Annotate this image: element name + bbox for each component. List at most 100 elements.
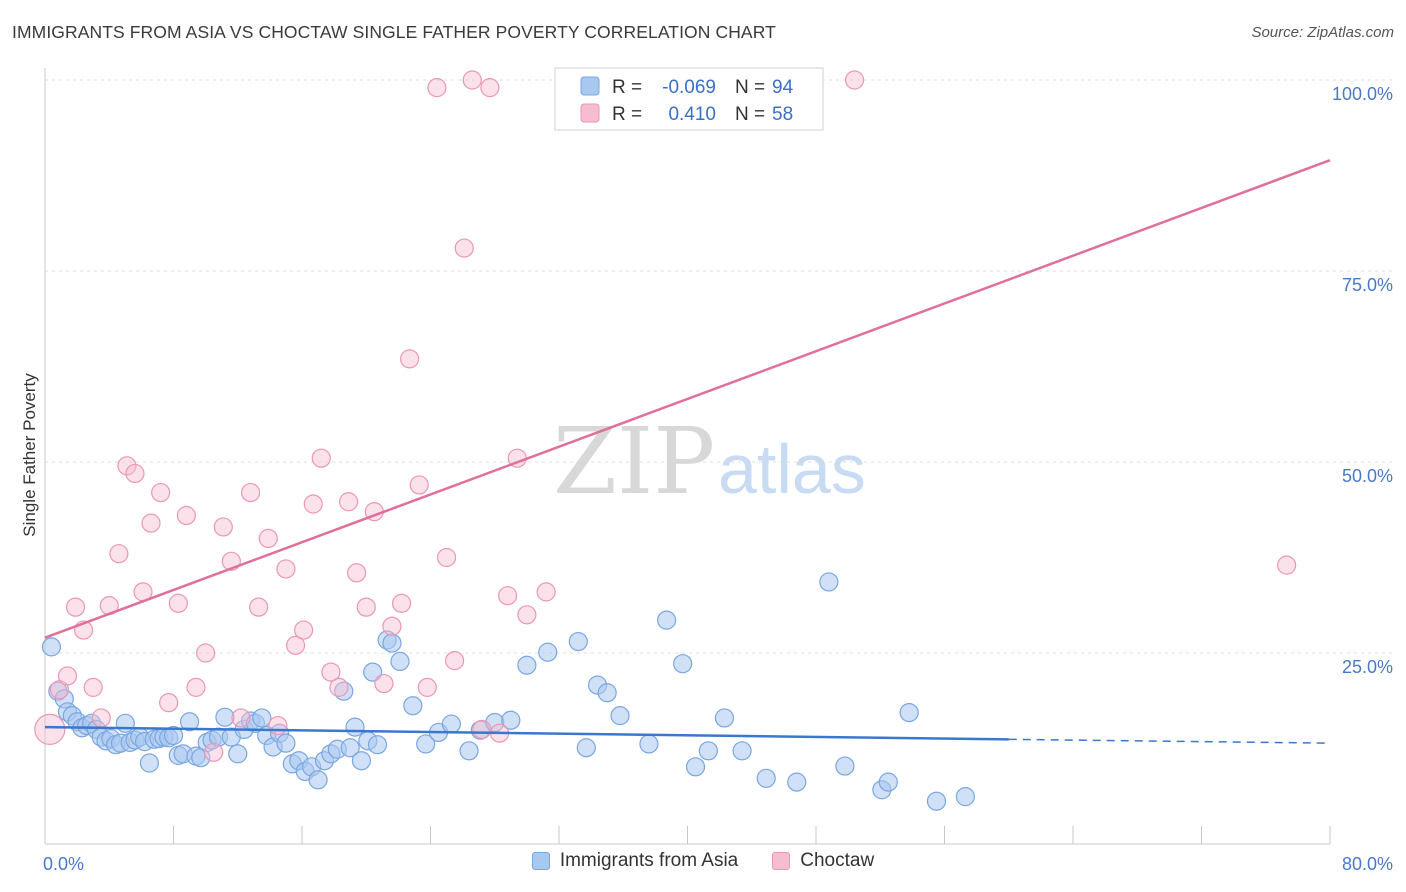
point-choctaw-52 xyxy=(498,586,518,606)
point-immigrants-55 xyxy=(345,717,365,737)
point-choctaw-36 xyxy=(356,597,376,617)
point-immigrants-15 xyxy=(115,713,135,733)
point-choctaw-45 xyxy=(436,547,457,568)
point-immigrants-49 xyxy=(308,770,328,790)
point-immigrants-79 xyxy=(657,610,677,630)
point-choctaw-30 xyxy=(303,494,323,514)
point-immigrants-77 xyxy=(610,706,630,726)
point-immigrants-59 xyxy=(367,735,388,755)
watermark: ZIP atlas xyxy=(553,408,866,515)
x-tick-label-0: 0.0% xyxy=(43,854,84,874)
point-choctaw-40 xyxy=(391,593,412,613)
point-choctaw-8 xyxy=(109,544,129,564)
y-tick-label-0: 25.0% xyxy=(1342,657,1393,677)
point-choctaw-57 xyxy=(1277,555,1297,575)
legend-swatch-pink xyxy=(580,103,600,123)
point-choctaw-6 xyxy=(91,708,111,728)
point-choctaw-43 xyxy=(417,677,437,697)
point-choctaw-48 xyxy=(462,70,482,90)
watermark-zip: ZIP xyxy=(553,408,715,515)
point-immigrants-58 xyxy=(363,662,383,682)
tick-labels: 25.0% 50.0% 75.0% 100.0% 0.0% 80.0% xyxy=(43,84,1393,874)
point-immigrants-81 xyxy=(685,757,706,777)
point-choctaw-35 xyxy=(347,563,367,583)
point-choctaw-33 xyxy=(329,677,349,697)
series-legend: Immigrants from Asia Choctaw xyxy=(0,850,1406,872)
point-immigrants-0 xyxy=(41,637,62,657)
legend-r-label-2: R = xyxy=(612,104,642,125)
legend-n-value-2: 58 xyxy=(772,104,793,125)
watermark-atlas: atlas xyxy=(718,430,866,508)
point-immigrants-85 xyxy=(756,768,776,788)
point-choctaw-14 xyxy=(159,693,179,713)
legend-r-label-1: R = xyxy=(612,77,642,98)
point-choctaw-55 xyxy=(536,582,556,602)
point-immigrants-25 xyxy=(163,725,184,746)
point-immigrants-66 xyxy=(441,714,461,734)
point-immigrants-40 xyxy=(252,708,272,728)
x-tick-label-1: 80.0% xyxy=(1342,854,1393,874)
legend-swatch-blue xyxy=(580,76,600,96)
point-immigrants-87 xyxy=(819,572,839,592)
point-choctaw-5 xyxy=(83,677,103,697)
point-immigrants-74 xyxy=(576,738,596,758)
point-immigrants-91 xyxy=(899,702,919,723)
grid-lines xyxy=(45,79,1392,654)
point-immigrants-34 xyxy=(215,707,235,727)
point-choctaw-54 xyxy=(517,605,537,625)
point-choctaw-20 xyxy=(213,517,233,537)
chart-title: IMMIGRANTS FROM ASIA VS CHOCTAW SINGLE F… xyxy=(12,22,776,42)
point-immigrants-20 xyxy=(139,753,160,773)
point-choctaw-56 xyxy=(844,70,865,90)
point-choctaw-10 xyxy=(125,463,145,484)
legend-r-value-2: 0.410 xyxy=(668,104,716,125)
point-immigrants-54 xyxy=(340,738,360,758)
point-choctaw-23 xyxy=(241,482,261,503)
point-choctaw-31 xyxy=(311,448,331,468)
point-choctaw-41 xyxy=(400,349,420,369)
legend-n-value-1: 94 xyxy=(772,77,794,98)
point-choctaw-44 xyxy=(427,78,447,98)
point-immigrants-28 xyxy=(179,712,200,732)
point-choctaw-46 xyxy=(444,651,465,671)
point-choctaw-49 xyxy=(472,719,492,740)
point-choctaw-28 xyxy=(285,635,306,655)
point-choctaw-18 xyxy=(196,643,216,663)
point-immigrants-84 xyxy=(732,741,752,761)
point-choctaw-24 xyxy=(249,597,269,617)
legend-swatch-choctaw xyxy=(772,852,791,870)
legend-r-value-1: -0.069 xyxy=(662,77,716,98)
point-immigrants-83 xyxy=(714,708,735,728)
point-immigrants-36 xyxy=(228,744,248,764)
point-immigrants-93 xyxy=(955,787,975,807)
point-immigrants-92 xyxy=(926,791,947,811)
point-immigrants-67 xyxy=(459,741,479,761)
point-immigrants-64 xyxy=(416,734,436,754)
source-label: Source: ZipAtlas.com xyxy=(1251,24,1394,41)
y-axis-label: Single Father Poverty xyxy=(20,373,39,537)
point-immigrants-80 xyxy=(673,654,693,674)
legend-box xyxy=(554,67,824,131)
point-immigrants-72 xyxy=(538,642,558,662)
point-immigrants-76 xyxy=(597,683,617,703)
legend-n-label-1: N = xyxy=(735,77,765,98)
point-immigrants-63 xyxy=(403,696,423,716)
point-choctaw-26 xyxy=(268,715,288,736)
series-immigrants-from-asia-points xyxy=(41,572,975,811)
point-immigrants-71 xyxy=(517,655,537,675)
point-immigrants-82 xyxy=(698,741,718,761)
legend-item-choctaw: Choctaw xyxy=(772,850,874,872)
trend-lines xyxy=(44,159,1331,744)
y-tick-label-3: 100.0% xyxy=(1332,84,1393,104)
trend-line-immigrants xyxy=(44,725,1009,741)
point-immigrants-56 xyxy=(351,751,372,771)
point-choctaw-19 xyxy=(204,742,224,762)
point-immigrants-62 xyxy=(390,651,410,672)
point-immigrants-86 xyxy=(787,772,807,792)
point-immigrants-88 xyxy=(835,756,855,776)
point-choctaw-3 xyxy=(65,597,86,617)
point-choctaw-2 xyxy=(57,666,78,686)
point-immigrants-78 xyxy=(639,734,659,754)
point-choctaw-22 xyxy=(231,708,251,728)
